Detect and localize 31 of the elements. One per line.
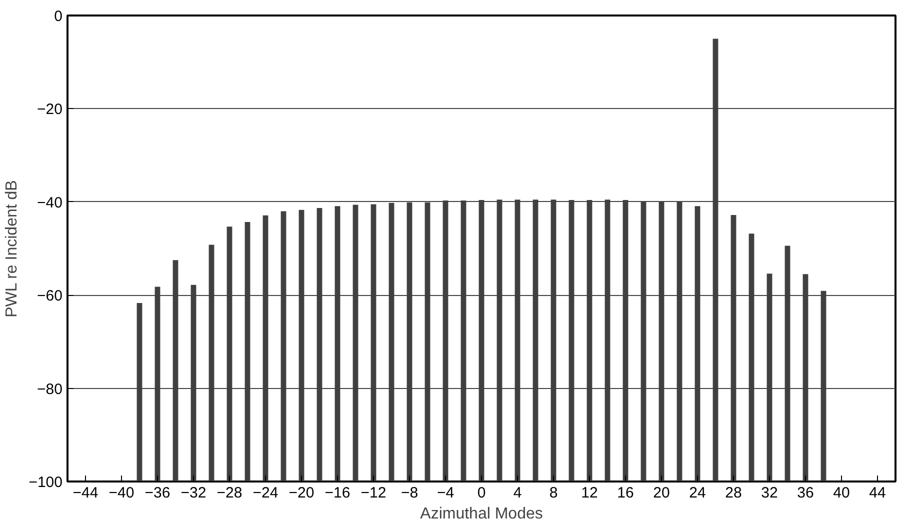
x-tick-label: 44 xyxy=(869,484,886,502)
x-tick-label: 12 xyxy=(581,484,598,502)
x-tick-label: 36 xyxy=(797,484,814,502)
x-tick-label: 4 xyxy=(513,484,522,502)
y-tick-label: −20 xyxy=(37,101,63,118)
x-tick-label: −4 xyxy=(436,484,454,502)
y-tick-label: −40 xyxy=(37,194,63,212)
x-tick-label: −8 xyxy=(400,484,418,502)
x-tick-label: 28 xyxy=(725,484,742,502)
x-tick-label: 0 xyxy=(477,484,486,502)
x-tick-label: 16 xyxy=(617,484,634,502)
x-tick-label: −32 xyxy=(180,484,206,502)
x-tick-label: −40 xyxy=(108,484,134,502)
x-tick-label: 8 xyxy=(549,484,558,502)
x-tick-label: −36 xyxy=(144,484,170,502)
y-tick-label: 0 xyxy=(54,8,62,25)
x-tick-label: −28 xyxy=(216,484,242,502)
x-axis-title: Azimuthal Modes xyxy=(420,506,543,522)
x-tick-label: −12 xyxy=(360,484,386,502)
y-tick-label: −60 xyxy=(37,288,63,305)
y-tick-label: −100 xyxy=(28,474,63,491)
x-tick-label: −20 xyxy=(288,484,314,502)
x-tick-label: −24 xyxy=(252,484,278,502)
x-tick-label: −16 xyxy=(324,484,350,502)
x-tick-label: 32 xyxy=(761,484,778,502)
x-tick-label: 40 xyxy=(833,484,850,502)
y-tick-label: −80 xyxy=(37,380,63,398)
x-tick-label: −44 xyxy=(72,484,98,502)
y-axis-title: PWL re Incident dB xyxy=(4,180,21,318)
x-tick-label: 20 xyxy=(653,484,670,502)
x-tick-label: 24 xyxy=(689,484,706,502)
